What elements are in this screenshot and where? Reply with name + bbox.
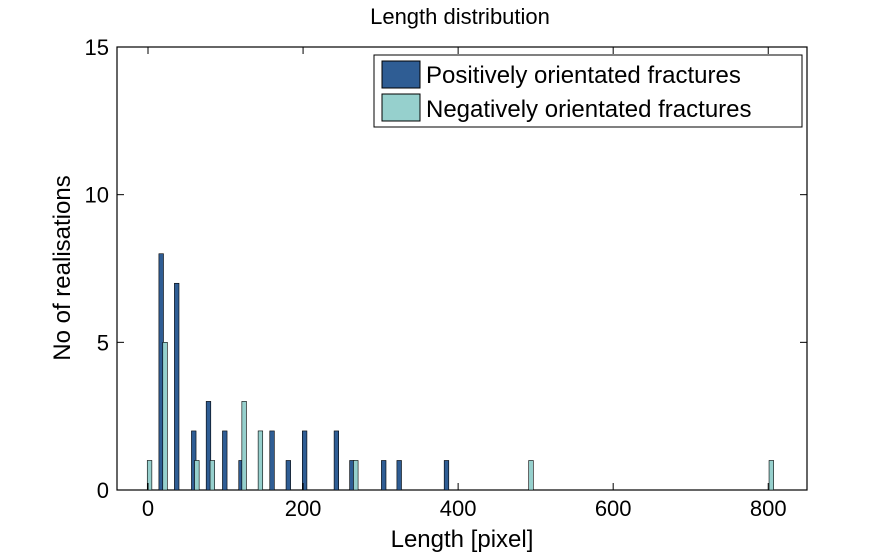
y-tick-label-2: 10 [85, 183, 109, 208]
bars-group [146, 253, 774, 491]
bar-negative-3 [209, 460, 215, 491]
bar-negative-0 [146, 460, 153, 491]
y-tick-label-1: 5 [97, 330, 109, 355]
legend-swatch-negative [381, 93, 421, 122]
legend-swatch-positive [381, 60, 421, 89]
bar-positive-12 [396, 460, 402, 491]
y-tick-label-0: 0 [97, 478, 109, 503]
bar-positive-9 [333, 430, 340, 491]
legend-box [373, 54, 803, 128]
x-tick-label-2: 400 [440, 496, 477, 521]
bar-positive-13 [443, 460, 450, 491]
bar-positive-8 [302, 430, 308, 491]
bar-negative-8 [768, 460, 774, 491]
x-tick-label-4: 800 [750, 496, 787, 521]
bar-positive-11 [381, 460, 387, 491]
bar-negative-7 [528, 460, 534, 491]
bar-positive-3 [205, 401, 212, 491]
bar-negative-1 [162, 342, 168, 491]
x-tick-label-3: 600 [595, 496, 632, 521]
chart-title: Length distribution [370, 4, 550, 29]
legend-label-negative: Negatively orientated fractures [426, 96, 752, 123]
legend-label-positive: Positively orientated fractures [426, 62, 741, 89]
x-axis-label: Length [pixel] [391, 526, 534, 553]
bar-negative-2 [194, 460, 200, 491]
x-tick-label-1: 200 [285, 496, 322, 521]
x-tick-label-0: 0 [142, 496, 154, 521]
bar-positive-7 [285, 460, 291, 491]
y-tick-label-3: 15 [85, 35, 109, 60]
y-axis-label: No of realisations [49, 175, 76, 360]
bar-positive-1 [174, 282, 180, 491]
bar-negative-5 [257, 430, 264, 491]
bar-positive-6 [269, 430, 275, 491]
bar-negative-6 [353, 460, 359, 491]
bar-negative-4 [241, 401, 247, 491]
axes-group: 0 200 400 600 800 0 5 10 15 [85, 35, 807, 521]
legend: Positively orientated fractures Negative… [373, 54, 803, 128]
bar-positive-4 [222, 430, 228, 491]
